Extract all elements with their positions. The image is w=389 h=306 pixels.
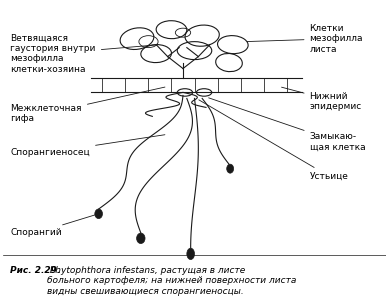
- Text: Спорангий: Спорангий: [11, 213, 102, 237]
- Ellipse shape: [187, 248, 194, 259]
- Ellipse shape: [137, 233, 145, 244]
- Text: Нижний
эпидермис: Нижний эпидермис: [282, 87, 362, 111]
- Text: Клетки
мезофилла
листа: Клетки мезофилла листа: [247, 24, 363, 54]
- Text: Рис. 2.29.: Рис. 2.29.: [11, 266, 61, 275]
- Text: Межклеточная
гифа: Межклеточная гифа: [11, 87, 165, 123]
- Ellipse shape: [95, 209, 102, 218]
- Text: Phytophthora infestans, растущая в листе
больного картофеля; на нижней поверхнос: Phytophthora infestans, растущая в листе…: [47, 266, 296, 296]
- Text: Спорангиеносец: Спорангиеносец: [11, 135, 165, 157]
- Text: Ветвящаяся
гаустория внутри
мезофилла
клетки-хозяина: Ветвящаяся гаустория внутри мезофилла кл…: [11, 33, 157, 74]
- Ellipse shape: [227, 164, 234, 173]
- Text: Устьице: Устьице: [199, 100, 349, 181]
- Text: Замыкаю-
щая клетка: Замыкаю- щая клетка: [209, 98, 365, 151]
